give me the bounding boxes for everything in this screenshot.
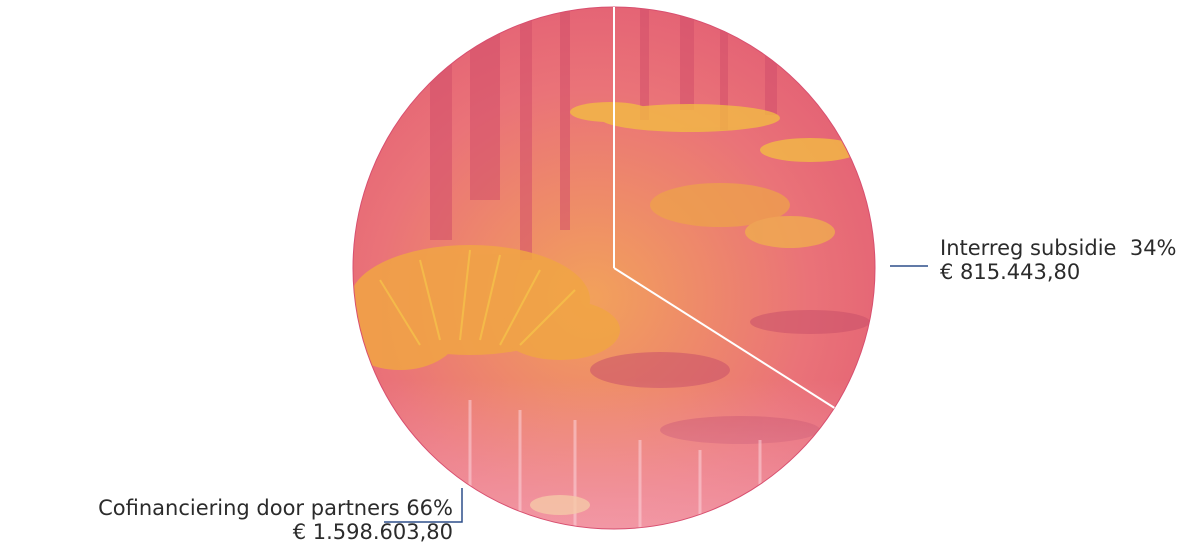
slice-label-cofinanciering: Cofinanciering door partners 66% € 1.598…	[98, 496, 453, 544]
slice-label-interreg: Interreg subsidie 34% € 815.443,80	[940, 236, 1177, 284]
slice-value: € 815.443,80	[940, 260, 1081, 284]
slice-percent: 66%	[406, 496, 453, 520]
leader-lines	[384, 265, 928, 523]
slice-separators	[613, 7, 835, 409]
slice-name: Cofinanciering door partners	[98, 496, 400, 520]
leader-cofinanciering	[384, 488, 463, 523]
slice-value: € 1.598.603,80	[292, 520, 453, 544]
slice-name: Interreg subsidie	[940, 236, 1117, 260]
slice-boundary-1	[613, 267, 835, 409]
slice-percent: 34%	[1129, 236, 1177, 260]
pie-photo-fill	[353, 7, 875, 529]
